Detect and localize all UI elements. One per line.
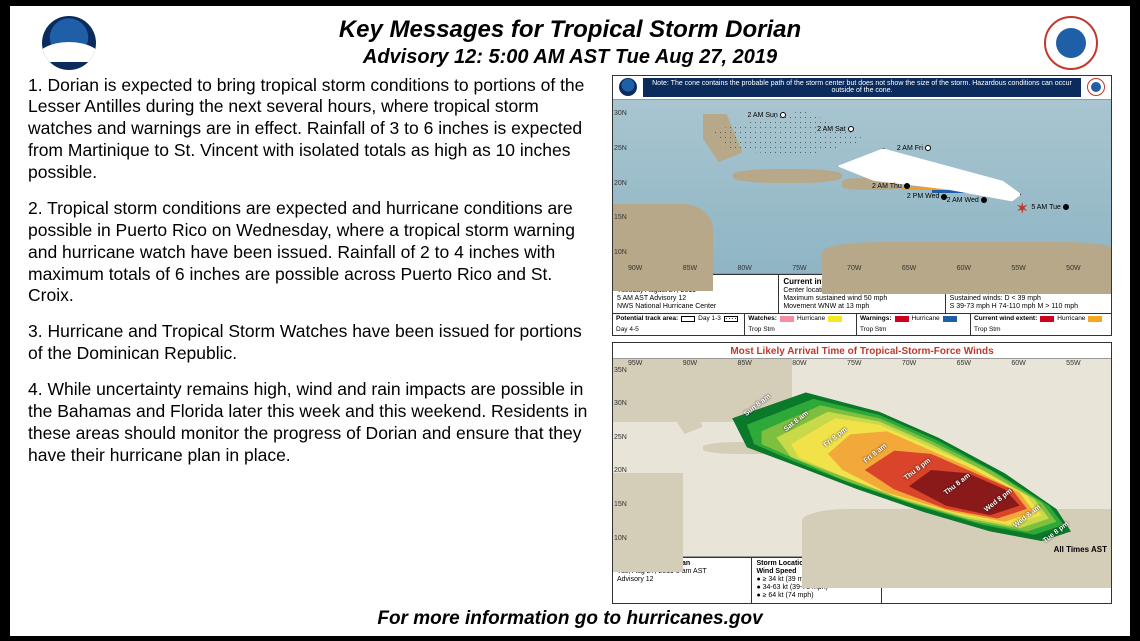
nws-logo: [1044, 16, 1098, 70]
title-block: Key Messages for Tropical Storm Dorian A…: [339, 16, 801, 69]
message-1: 1. Dorian is expected to bring tropical …: [28, 75, 594, 184]
swatch-day13: [681, 316, 695, 322]
lon-label: 65W: [957, 360, 971, 367]
noaa-logo: [42, 16, 96, 70]
current-movement: Movement WNW at 13 mph: [783, 303, 869, 310]
page-subtitle: Advisory 12: 5:00 AM AST Tue Aug 27, 201…: [339, 46, 801, 69]
legend-track: Potential track area: Day 1-3 Day 4-5: [613, 314, 745, 335]
current-wind: Maximum sustained wind 50 mph: [783, 295, 887, 302]
lon-label: 80W: [738, 265, 752, 272]
swatch-watch-hu: [780, 316, 794, 322]
cone-track-map: Note: The cone contains the probable pat…: [612, 75, 1112, 337]
lat-label: 30N: [614, 110, 627, 117]
message-3: 3. Hurricane and Tropical Storm Watches …: [28, 321, 594, 365]
lon-label: 50W: [1066, 265, 1080, 272]
page-title: Key Messages for Tropical Storm Dorian: [339, 16, 801, 44]
swatch-wind-hu: [1040, 316, 1054, 322]
lon-label: 95W: [628, 360, 642, 367]
lon-label: 85W: [683, 265, 697, 272]
land-central-america: [613, 204, 713, 291]
land-ca2: [613, 473, 683, 572]
lat-label: 30N: [614, 400, 627, 407]
forecast-line2: Sustained winds: D < 39 mph: [950, 295, 1041, 302]
content-row: 1. Dorian is expected to bring tropical …: [28, 75, 1112, 604]
lon-label: 65W: [902, 265, 916, 272]
maps-column: Note: The cone contains the probable pat…: [612, 75, 1112, 604]
forecast-line3: S 39-73 mph H 74-110 mph M > 110 mph: [950, 303, 1078, 310]
land-cuba: [733, 169, 843, 183]
legend-wind-extent: Current wind extent: Hurricane Trop Stm: [971, 314, 1111, 335]
lon-label: 90W: [683, 360, 697, 367]
lon-label: 75W: [847, 360, 861, 367]
message-4: 4. While uncertainty remains high, wind …: [28, 379, 594, 467]
track-point: 2 AM Wed: [947, 197, 987, 204]
storm-center-icon: ✶: [1016, 200, 1028, 212]
lat-label: 15N: [614, 501, 627, 508]
lat-label: 20N: [614, 467, 627, 474]
lat-label: 20N: [614, 180, 627, 187]
track-point: 5 AM Tue: [1031, 204, 1069, 211]
all-times-label: All Times AST: [1054, 545, 1107, 554]
lon-label: 70W: [902, 360, 916, 367]
legend-watches: Watches: Hurricane Trop Stm: [745, 314, 857, 335]
lat-label: 10N: [614, 249, 627, 256]
advisory-page: Key Messages for Tropical Storm Dorian A…: [10, 6, 1130, 636]
header: Key Messages for Tropical Storm Dorian A…: [28, 16, 1112, 69]
wind-arrival-map: Most Likely Arrival Time of Tropical-Sto…: [612, 342, 1112, 604]
lon-label: 90W: [628, 265, 642, 272]
message-2: 2. Tropical storm conditions are expecte…: [28, 198, 594, 307]
swatch-day45: [724, 316, 738, 322]
cone-note: Note: The cone contains the probable pat…: [643, 78, 1081, 97]
cone-map-header: Note: The cone contains the probable pat…: [613, 76, 1111, 99]
lon-label: 80W: [792, 360, 806, 367]
lon-label: 60W: [1011, 360, 1025, 367]
lon-label: 70W: [847, 265, 861, 272]
lat-label: 10N: [614, 535, 627, 542]
nws-mini-logo: [1087, 78, 1105, 96]
track-point: 2 AM Sat: [817, 126, 853, 133]
track-point: 2 AM Fri: [897, 145, 931, 152]
storm-source: NWS National Hurricane Center: [617, 303, 716, 310]
lon-label: 55W: [1066, 360, 1080, 367]
wind-map-canvas: Sun 8 amSat 8 amFri 8 pmFri 8 amThu 8 pm…: [613, 358, 1111, 557]
lat-label: 35N: [614, 367, 627, 374]
lat-label: 15N: [614, 214, 627, 221]
track-point: 2 AM Thu: [872, 183, 910, 190]
noaa-mini-logo: [619, 78, 637, 96]
swatch-watch-ts: [828, 316, 842, 322]
cone-legend: Potential track area: Day 1-3 Day 4-5 Wa…: [613, 313, 1111, 335]
lon-label: 55W: [1011, 265, 1025, 272]
lat-label: 25N: [614, 145, 627, 152]
cone-map-canvas: ✶ 2 AM Sun 2 AM Sat 2 AM Fri 2 AM Thu 2 PM W…: [613, 99, 1111, 274]
footer-text: For more information go to hurricanes.go…: [28, 604, 1112, 630]
swatch-wind-ts: [1088, 316, 1102, 322]
track-point: 2 PM Wed: [907, 193, 948, 200]
swatch-warn-ts: [943, 316, 957, 322]
track-point: 2 AM Sun: [747, 112, 785, 119]
lon-label: 75W: [792, 265, 806, 272]
key-messages: 1. Dorian is expected to bring tropical …: [28, 75, 598, 604]
swatch-warn-hu: [895, 316, 909, 322]
lon-label: 85W: [738, 360, 752, 367]
wind-map-title: Most Likely Arrival Time of Tropical-Sto…: [613, 343, 1111, 358]
legend-warnings: Warnings: Hurricane Trop Stm: [857, 314, 971, 335]
wind-storm-adv: Advisory 12: [617, 576, 654, 583]
lat-label: 25N: [614, 434, 627, 441]
storm-advisory: 5 AM AST Advisory 12: [617, 295, 686, 302]
lon-label: 60W: [957, 265, 971, 272]
